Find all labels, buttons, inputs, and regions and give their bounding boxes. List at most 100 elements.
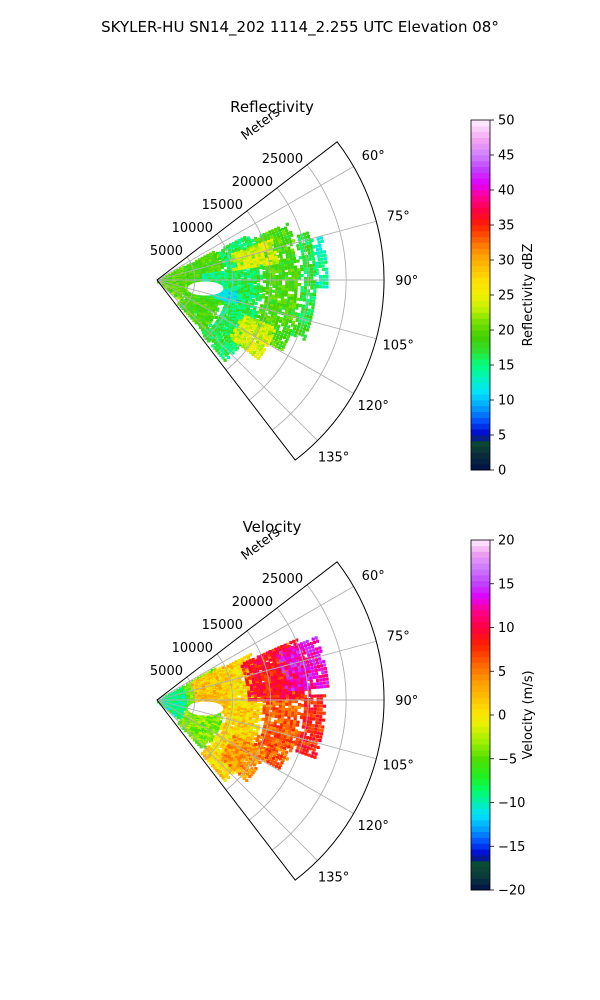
data-cell bbox=[223, 298, 227, 302]
data-cell bbox=[261, 338, 265, 342]
data-cell bbox=[203, 297, 207, 301]
data-cell bbox=[262, 233, 266, 237]
data-cell bbox=[276, 302, 280, 306]
data-cell bbox=[221, 301, 225, 305]
data-cell bbox=[266, 284, 270, 288]
data-cell bbox=[306, 245, 310, 249]
colorbar-segment bbox=[471, 207, 490, 214]
data-cell bbox=[271, 265, 275, 269]
data-cell bbox=[259, 274, 264, 278]
data-cell bbox=[243, 693, 248, 697]
data-cell bbox=[265, 270, 269, 275]
data-cell bbox=[269, 328, 273, 332]
data-cell bbox=[207, 304, 211, 308]
radial-tick-label: 25000 bbox=[262, 152, 303, 167]
data-cell bbox=[259, 259, 263, 263]
data-cell bbox=[277, 226, 281, 230]
data-cell bbox=[247, 238, 251, 242]
data-cell bbox=[302, 232, 306, 236]
data-cell bbox=[190, 736, 194, 740]
data-cell bbox=[246, 710, 250, 714]
data-cell bbox=[196, 278, 200, 283]
colorbar-segment bbox=[471, 219, 490, 226]
data-cell bbox=[204, 729, 208, 733]
data-cell bbox=[294, 277, 298, 281]
data-cell bbox=[236, 292, 240, 296]
data-cell bbox=[246, 728, 250, 732]
data-cell bbox=[255, 255, 259, 259]
data-cell bbox=[221, 352, 225, 356]
data-cell bbox=[270, 334, 274, 338]
data-cell bbox=[247, 722, 251, 726]
data-cell bbox=[240, 704, 245, 708]
data-cell bbox=[310, 312, 314, 316]
colorbar-segment bbox=[471, 131, 490, 138]
data-cell bbox=[220, 297, 224, 301]
data-cell bbox=[268, 244, 272, 248]
data-cell bbox=[240, 697, 245, 701]
data-cell bbox=[294, 265, 298, 269]
data-cell bbox=[243, 690, 247, 694]
data-cell bbox=[272, 280, 276, 284]
data-cell bbox=[255, 320, 260, 324]
data-cell bbox=[217, 737, 221, 741]
data-cell bbox=[281, 274, 286, 278]
data-cell bbox=[210, 715, 214, 719]
data-cell bbox=[234, 275, 238, 280]
data-cell bbox=[244, 246, 248, 250]
data-cell bbox=[239, 683, 243, 687]
data-cell bbox=[313, 280, 317, 284]
data-cell bbox=[283, 326, 287, 331]
data-cell bbox=[295, 306, 299, 310]
data-cell bbox=[275, 230, 279, 234]
data-cell bbox=[223, 336, 227, 340]
data-cell bbox=[238, 240, 242, 244]
data-cell bbox=[249, 319, 253, 323]
data-cell bbox=[259, 308, 263, 312]
data-cell bbox=[250, 701, 254, 705]
data-cell bbox=[252, 341, 256, 345]
data-cell bbox=[164, 286, 168, 290]
data-cell bbox=[197, 742, 201, 747]
data-cell bbox=[245, 299, 249, 303]
data-cell bbox=[194, 696, 198, 700]
data-cell bbox=[305, 301, 309, 306]
data-cell bbox=[207, 723, 211, 727]
data-cell bbox=[275, 289, 279, 294]
data-cell bbox=[171, 292, 175, 296]
data-cell bbox=[233, 689, 238, 693]
data-cell bbox=[269, 316, 273, 320]
data-cell bbox=[237, 707, 241, 711]
data-cell bbox=[250, 704, 254, 709]
data-cell bbox=[290, 332, 294, 337]
data-cell bbox=[287, 266, 291, 270]
data-cell bbox=[224, 669, 228, 673]
data-cell bbox=[297, 247, 301, 251]
data-cell bbox=[242, 681, 246, 685]
data-cell bbox=[273, 334, 277, 338]
data-cell bbox=[237, 282, 241, 286]
colorbar-segment bbox=[471, 271, 490, 278]
data-cell bbox=[278, 308, 282, 312]
data-cell bbox=[220, 329, 225, 333]
data-cell bbox=[297, 237, 301, 241]
data-cell bbox=[245, 320, 249, 324]
data-cell bbox=[224, 286, 228, 290]
radial-gridline bbox=[248, 187, 309, 401]
data-cell bbox=[234, 282, 238, 286]
data-cell bbox=[256, 266, 260, 270]
data-cell bbox=[297, 271, 301, 275]
data-cell bbox=[237, 689, 241, 693]
data-cell bbox=[282, 304, 287, 308]
data-cell bbox=[306, 292, 310, 296]
data-cell bbox=[300, 333, 304, 337]
data-cell bbox=[260, 249, 264, 253]
data-cell bbox=[261, 311, 265, 315]
data-cell bbox=[281, 236, 285, 240]
data-cell bbox=[248, 681, 252, 685]
data-cell bbox=[266, 247, 270, 252]
data-cell bbox=[301, 307, 305, 311]
colorbar-segment bbox=[471, 149, 490, 156]
data-cell bbox=[242, 299, 246, 303]
data-cell bbox=[219, 673, 223, 677]
